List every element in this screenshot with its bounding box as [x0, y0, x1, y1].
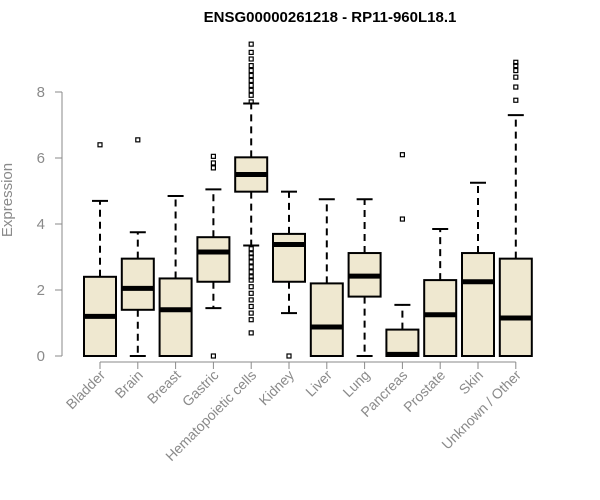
outlier-4-3 [248, 303, 254, 310]
outlier-4-23 [248, 56, 254, 62]
outlier-3-2 [210, 160, 216, 166]
outlier-3-1 [210, 165, 216, 171]
box-1 [120, 137, 155, 357]
box-rect-6 [309, 282, 344, 357]
outlier-4-1 [248, 317, 254, 323]
outlier-4-13 [248, 251, 254, 257]
outlier-1-0 [135, 137, 141, 143]
x-tick-label-5: Kidney [256, 367, 298, 409]
outlier-4-7 [248, 277, 254, 283]
x-tick-label-9: Prostate [400, 367, 448, 415]
outlier-4-24 [248, 49, 254, 56]
x-tick-label-1: Brain [111, 367, 145, 401]
outlier-4-18 [248, 82, 254, 89]
outlier-4-9 [248, 269, 254, 275]
outlier-11-0 [513, 97, 519, 103]
box-4 [234, 41, 269, 336]
box-5 [272, 190, 306, 359]
box-rect-3 [196, 236, 231, 283]
outlier-8-0 [399, 216, 405, 222]
box-10 [461, 181, 495, 357]
boxes-group [83, 41, 533, 359]
chart-title: ENSG00000261218 - RP11-960L18.1 [204, 9, 457, 26]
box-0 [83, 142, 117, 357]
outlier-11-2 [513, 74, 519, 80]
box-9 [423, 227, 458, 358]
outlier-4-0 [248, 330, 254, 336]
outlier-11-5 [513, 59, 519, 65]
y-tick-label-1: 2 [37, 282, 45, 299]
outlier-4-20 [248, 72, 254, 79]
box-rect-11 [498, 257, 533, 357]
outlier-0-0 [97, 142, 103, 148]
box-11 [498, 59, 533, 357]
box-rect-2 [158, 277, 193, 358]
outlier-4-2 [248, 310, 254, 316]
box-6 [309, 198, 344, 357]
x-tick-label-2: Breast [144, 367, 184, 407]
x-tick-label-6: Liver [302, 367, 335, 400]
y-tick-label-3: 6 [37, 150, 45, 167]
x-tick-label-7: Lung [339, 367, 372, 400]
outlier-4-14 [248, 246, 254, 252]
outlier-11-1 [513, 84, 519, 90]
outlier-4-21 [248, 67, 254, 74]
outlier-3-0 [210, 353, 216, 359]
outlier-4-22 [248, 62, 254, 69]
outlier-4-6 [248, 284, 254, 290]
outlier-3-3 [210, 153, 216, 159]
outlier-4-19 [248, 77, 254, 84]
y-tick-label-0: 0 [37, 348, 45, 365]
box-7 [347, 198, 382, 357]
outlier-4-10 [248, 264, 254, 270]
outlier-4-15 [248, 99, 254, 105]
outlier-4-25 [248, 41, 254, 47]
box-2 [158, 194, 193, 358]
y-tick-label-4: 8 [37, 84, 45, 101]
y-axis: 0 2 4 6 8 [37, 84, 63, 365]
outlier-11-3 [513, 67, 519, 74]
outlier-4-8 [248, 274, 254, 280]
x-tick-label-10: Skin [456, 367, 487, 398]
outlier-8-1 [399, 152, 405, 158]
box-rect-1 [120, 257, 155, 311]
outlier-4-16 [248, 92, 254, 98]
y-tick-label-2: 4 [37, 216, 45, 233]
outlier-4-17 [248, 87, 254, 93]
box-rect-10 [461, 252, 495, 357]
x-tick-label-0: Bladder [63, 367, 109, 413]
box-rect-9 [423, 279, 458, 358]
box-rect-5 [272, 232, 306, 283]
outlier-5-0 [286, 353, 292, 359]
box-rect-8 [385, 328, 420, 358]
box-8 [385, 152, 420, 358]
outlier-4-4 [248, 297, 254, 303]
outlier-4-5 [248, 290, 254, 296]
outlier-11-4 [513, 62, 519, 69]
box-3 [196, 153, 231, 359]
y-axis-label: Expression [0, 163, 16, 237]
outlier-4-11 [248, 259, 254, 265]
outlier-4-12 [248, 254, 254, 260]
